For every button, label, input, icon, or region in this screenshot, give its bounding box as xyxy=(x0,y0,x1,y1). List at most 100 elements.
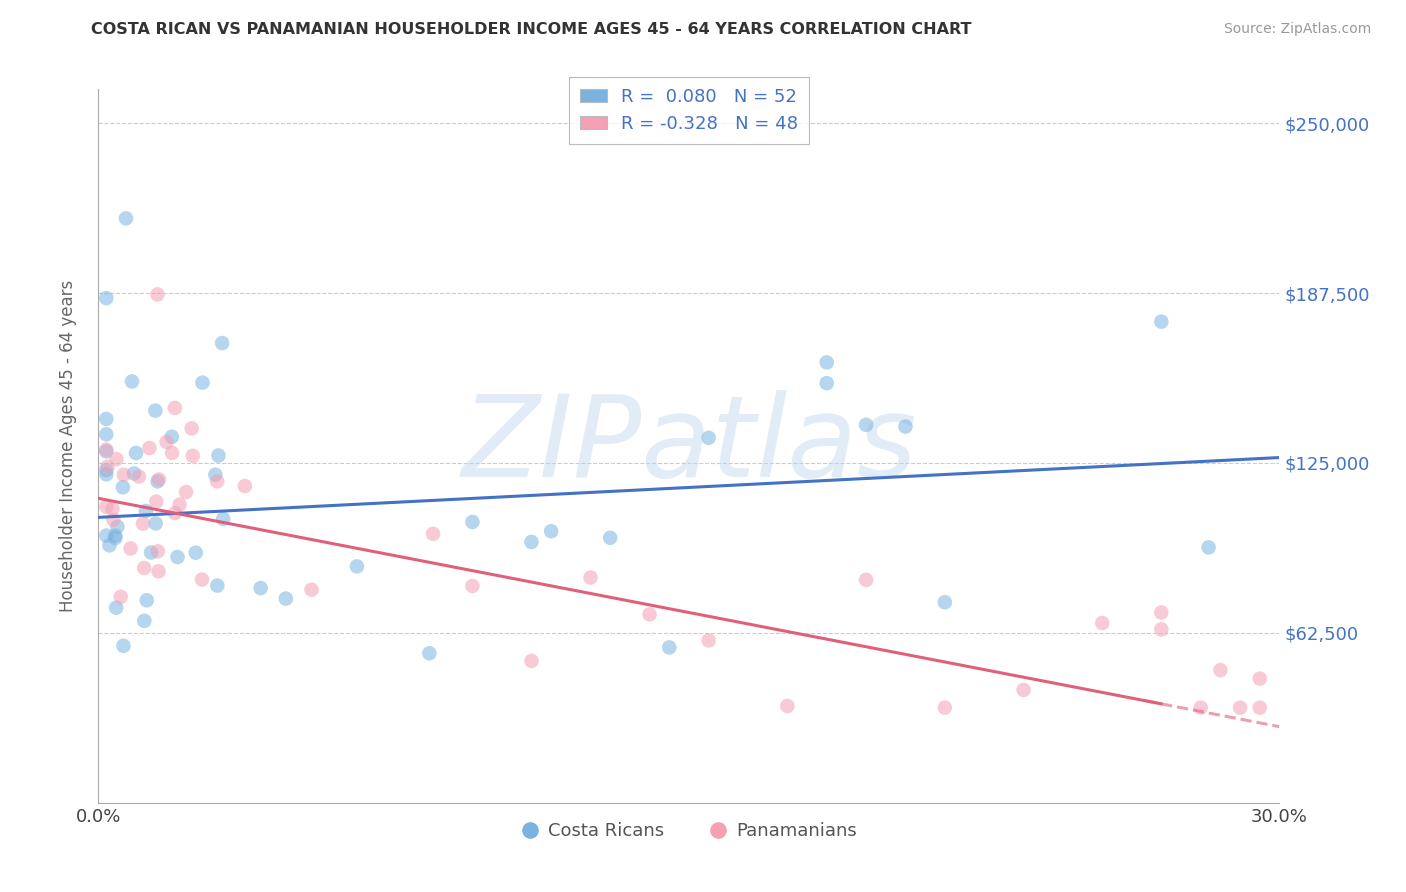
Point xyxy=(180,421,202,435)
Point xyxy=(160,430,183,444)
Point xyxy=(105,600,128,615)
Point xyxy=(1150,606,1173,620)
Point xyxy=(96,444,118,458)
Point xyxy=(96,463,118,477)
Point xyxy=(855,573,877,587)
Point xyxy=(697,431,720,445)
Point xyxy=(121,375,143,389)
Point xyxy=(1198,541,1220,555)
Point xyxy=(461,515,484,529)
Point xyxy=(134,561,156,575)
Point xyxy=(815,355,838,369)
Point xyxy=(520,535,543,549)
Point xyxy=(1249,672,1271,686)
Point xyxy=(211,336,233,351)
Point xyxy=(146,475,169,489)
Point xyxy=(139,545,162,559)
Point xyxy=(207,578,229,592)
Point xyxy=(658,640,681,655)
Point xyxy=(135,504,157,518)
Point xyxy=(135,593,157,607)
Point xyxy=(1189,700,1212,714)
Point xyxy=(934,595,956,609)
Point xyxy=(776,698,799,713)
Point xyxy=(1091,615,1114,630)
Point xyxy=(120,541,142,556)
Point xyxy=(233,479,256,493)
Point xyxy=(155,434,177,449)
Point xyxy=(110,590,132,604)
Point xyxy=(96,528,118,542)
Point xyxy=(274,591,297,606)
Point xyxy=(1249,700,1271,714)
Point xyxy=(125,446,148,460)
Point xyxy=(191,376,214,390)
Legend: Costa Ricans, Panamanians: Costa Ricans, Panamanians xyxy=(513,815,865,847)
Point xyxy=(96,442,118,457)
Point xyxy=(104,529,127,543)
Point xyxy=(96,459,118,474)
Point xyxy=(815,376,838,391)
Text: COSTA RICAN VS PANAMANIAN HOUSEHOLDER INCOME AGES 45 - 64 YEARS CORRELATION CHAR: COSTA RICAN VS PANAMANIAN HOUSEHOLDER IN… xyxy=(91,22,972,37)
Point xyxy=(138,441,160,455)
Y-axis label: Householder Income Ages 45 - 64 years: Householder Income Ages 45 - 64 years xyxy=(59,280,77,612)
Point xyxy=(461,579,484,593)
Point xyxy=(212,512,235,526)
Point xyxy=(101,502,124,516)
Point xyxy=(112,639,135,653)
Text: Source: ZipAtlas.com: Source: ZipAtlas.com xyxy=(1223,22,1371,37)
Point xyxy=(122,467,145,481)
Point xyxy=(174,485,197,500)
Point xyxy=(96,500,118,514)
Point xyxy=(855,417,877,432)
Point xyxy=(148,472,170,486)
Point xyxy=(204,467,226,482)
Point xyxy=(96,291,118,305)
Point xyxy=(148,565,170,579)
Point xyxy=(105,452,128,467)
Point xyxy=(1012,682,1035,697)
Point xyxy=(169,498,191,512)
Point xyxy=(207,449,229,463)
Point xyxy=(1150,623,1173,637)
Point xyxy=(96,467,118,482)
Point xyxy=(1229,700,1251,714)
Point xyxy=(205,475,228,489)
Point xyxy=(163,506,186,520)
Point xyxy=(132,516,155,531)
Point xyxy=(160,446,183,460)
Point xyxy=(540,524,562,539)
Point xyxy=(111,480,134,494)
Point xyxy=(184,546,207,560)
Point xyxy=(96,427,118,442)
Point xyxy=(112,467,135,482)
Point xyxy=(1150,315,1173,329)
Point xyxy=(346,559,368,574)
Point xyxy=(579,570,602,584)
Point xyxy=(249,581,271,595)
Point xyxy=(599,531,621,545)
Point xyxy=(301,582,323,597)
Point xyxy=(128,469,150,483)
Point xyxy=(697,633,720,648)
Point xyxy=(98,538,121,552)
Point xyxy=(104,531,127,545)
Point xyxy=(145,516,167,531)
Point xyxy=(934,700,956,714)
Point xyxy=(146,287,169,301)
Point xyxy=(894,419,917,434)
Point xyxy=(146,544,169,558)
Point xyxy=(1209,663,1232,677)
Point xyxy=(163,401,186,415)
Point xyxy=(107,520,129,534)
Point xyxy=(422,526,444,541)
Point xyxy=(418,646,440,660)
Point xyxy=(96,412,118,426)
Text: ZIPatlas: ZIPatlas xyxy=(461,391,917,501)
Point xyxy=(145,494,167,508)
Point xyxy=(134,614,156,628)
Point xyxy=(191,573,214,587)
Point xyxy=(638,607,661,622)
Point xyxy=(520,654,543,668)
Point xyxy=(143,403,166,417)
